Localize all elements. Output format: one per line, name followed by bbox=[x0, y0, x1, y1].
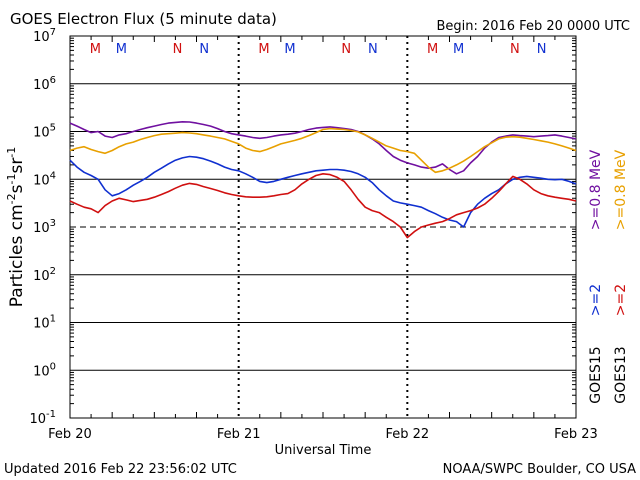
x-tick-label: Feb 20 bbox=[48, 427, 92, 442]
mn-marker: M bbox=[90, 42, 101, 57]
begin-label: Begin: 2016 Feb 20 0000 UTC bbox=[436, 19, 630, 34]
mn-marker: M bbox=[116, 42, 127, 57]
legend-goes13: GOES13 bbox=[613, 346, 629, 403]
y-label-exp2: -1 bbox=[5, 174, 18, 185]
footer-credit: NOAA/SWPC Boulder, CO USA bbox=[443, 462, 636, 477]
series-line-3 bbox=[69, 173, 577, 239]
legend-orange: >=0.8 MeV bbox=[613, 149, 629, 230]
series-layer bbox=[69, 121, 577, 239]
y-axis-label: Particles cm-2s-1sr-1 bbox=[5, 147, 27, 308]
mn-marker: N bbox=[537, 42, 547, 57]
x-axis-label: Universal Time bbox=[275, 443, 372, 458]
mn-marker: M bbox=[284, 42, 295, 57]
y-label-mid1: s bbox=[7, 184, 27, 193]
y-tick-label: 102 bbox=[33, 266, 56, 284]
x-tick-labels: Feb 20 Feb 21 Feb 22 Feb 23 bbox=[48, 427, 598, 442]
legend-goes15: GOES15 bbox=[588, 346, 604, 403]
y-tick-label: 106 bbox=[33, 75, 56, 93]
y-tick-label: 103 bbox=[33, 218, 56, 236]
y-label-base: Particles cm bbox=[7, 204, 27, 307]
mn-marker: N bbox=[510, 42, 520, 57]
y-tick-labels: 107 106 105 104 103 102 101 100 10-1 bbox=[29, 27, 56, 427]
x-tick-label: Feb 23 bbox=[554, 427, 598, 442]
y-tick-label: 100 bbox=[33, 361, 56, 379]
mn-marker: N bbox=[199, 42, 209, 57]
x-tick-label: Feb 22 bbox=[385, 427, 429, 442]
series-line-2 bbox=[69, 155, 577, 228]
footer-updated: Updated 2016 Feb 22 23:56:02 UTC bbox=[4, 462, 237, 477]
legend-blue: >=2 bbox=[588, 284, 604, 316]
y-tick-label: 107 bbox=[33, 27, 56, 45]
y-label-mid2: sr bbox=[7, 158, 27, 174]
mn-marker: M bbox=[453, 42, 464, 57]
y-tick-label: 105 bbox=[33, 123, 56, 141]
mn-marker: N bbox=[368, 42, 378, 57]
legend-purple: >=0.8 MeV bbox=[588, 149, 604, 230]
chart-title: GOES Electron Flux (5 minute data) bbox=[10, 10, 277, 28]
mn-marker: M bbox=[427, 42, 438, 57]
mn-marker: N bbox=[173, 42, 183, 57]
mn-marker: M bbox=[258, 42, 269, 57]
mn-marker: N bbox=[341, 42, 351, 57]
y-tick-label: 10-1 bbox=[29, 409, 56, 427]
y-label-exp1: -2 bbox=[5, 193, 18, 204]
series-line-1 bbox=[69, 127, 577, 174]
grid-layer bbox=[70, 36, 576, 418]
y-label-exp3: -1 bbox=[5, 147, 18, 158]
legend-red: >=2 bbox=[613, 284, 629, 316]
x-tick-label: Feb 21 bbox=[217, 427, 261, 442]
y-tick-label: 101 bbox=[33, 314, 56, 332]
y-tick-label: 104 bbox=[33, 170, 56, 188]
